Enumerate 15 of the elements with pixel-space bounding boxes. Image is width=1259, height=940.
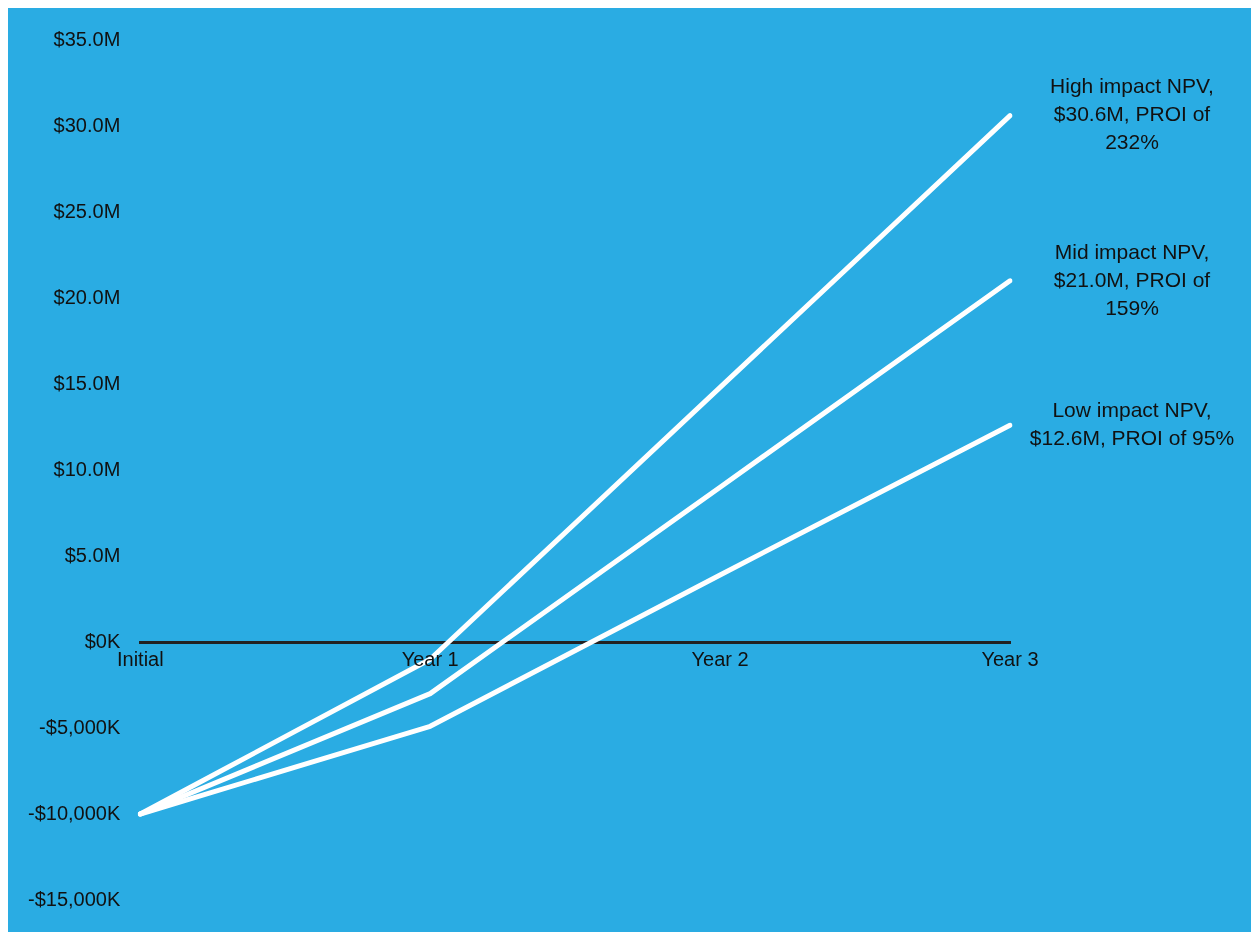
y-tick-label: $15.0M (53, 371, 121, 394)
y-tick-label: $20.0M (53, 285, 121, 308)
y-tick-label: $30.0M (53, 113, 121, 136)
annotation: High impact NPV, $30.6M, PROI of 232% (1050, 74, 1214, 154)
y-tick-label: -$5,000K (39, 715, 121, 738)
y-tick-label: -$15,000K (28, 887, 121, 910)
annotation: Low impact NPV, $12.6M, PROI of 95% (1029, 398, 1235, 450)
y-tick-label: $5.0M (64, 543, 121, 566)
x-tick-label: Year 2 (691, 647, 749, 670)
x-tick-label: Year 3 (981, 647, 1039, 670)
y-tick-label: $35.0M (53, 27, 121, 50)
annotation: Mid impact NPV, $21.0M, PROI of 159% (1053, 239, 1211, 319)
y-tick-label: $25.0M (53, 199, 121, 222)
y-tick-label: -$10,000K (28, 801, 121, 824)
y-tick-label: $10.0M (53, 457, 121, 480)
